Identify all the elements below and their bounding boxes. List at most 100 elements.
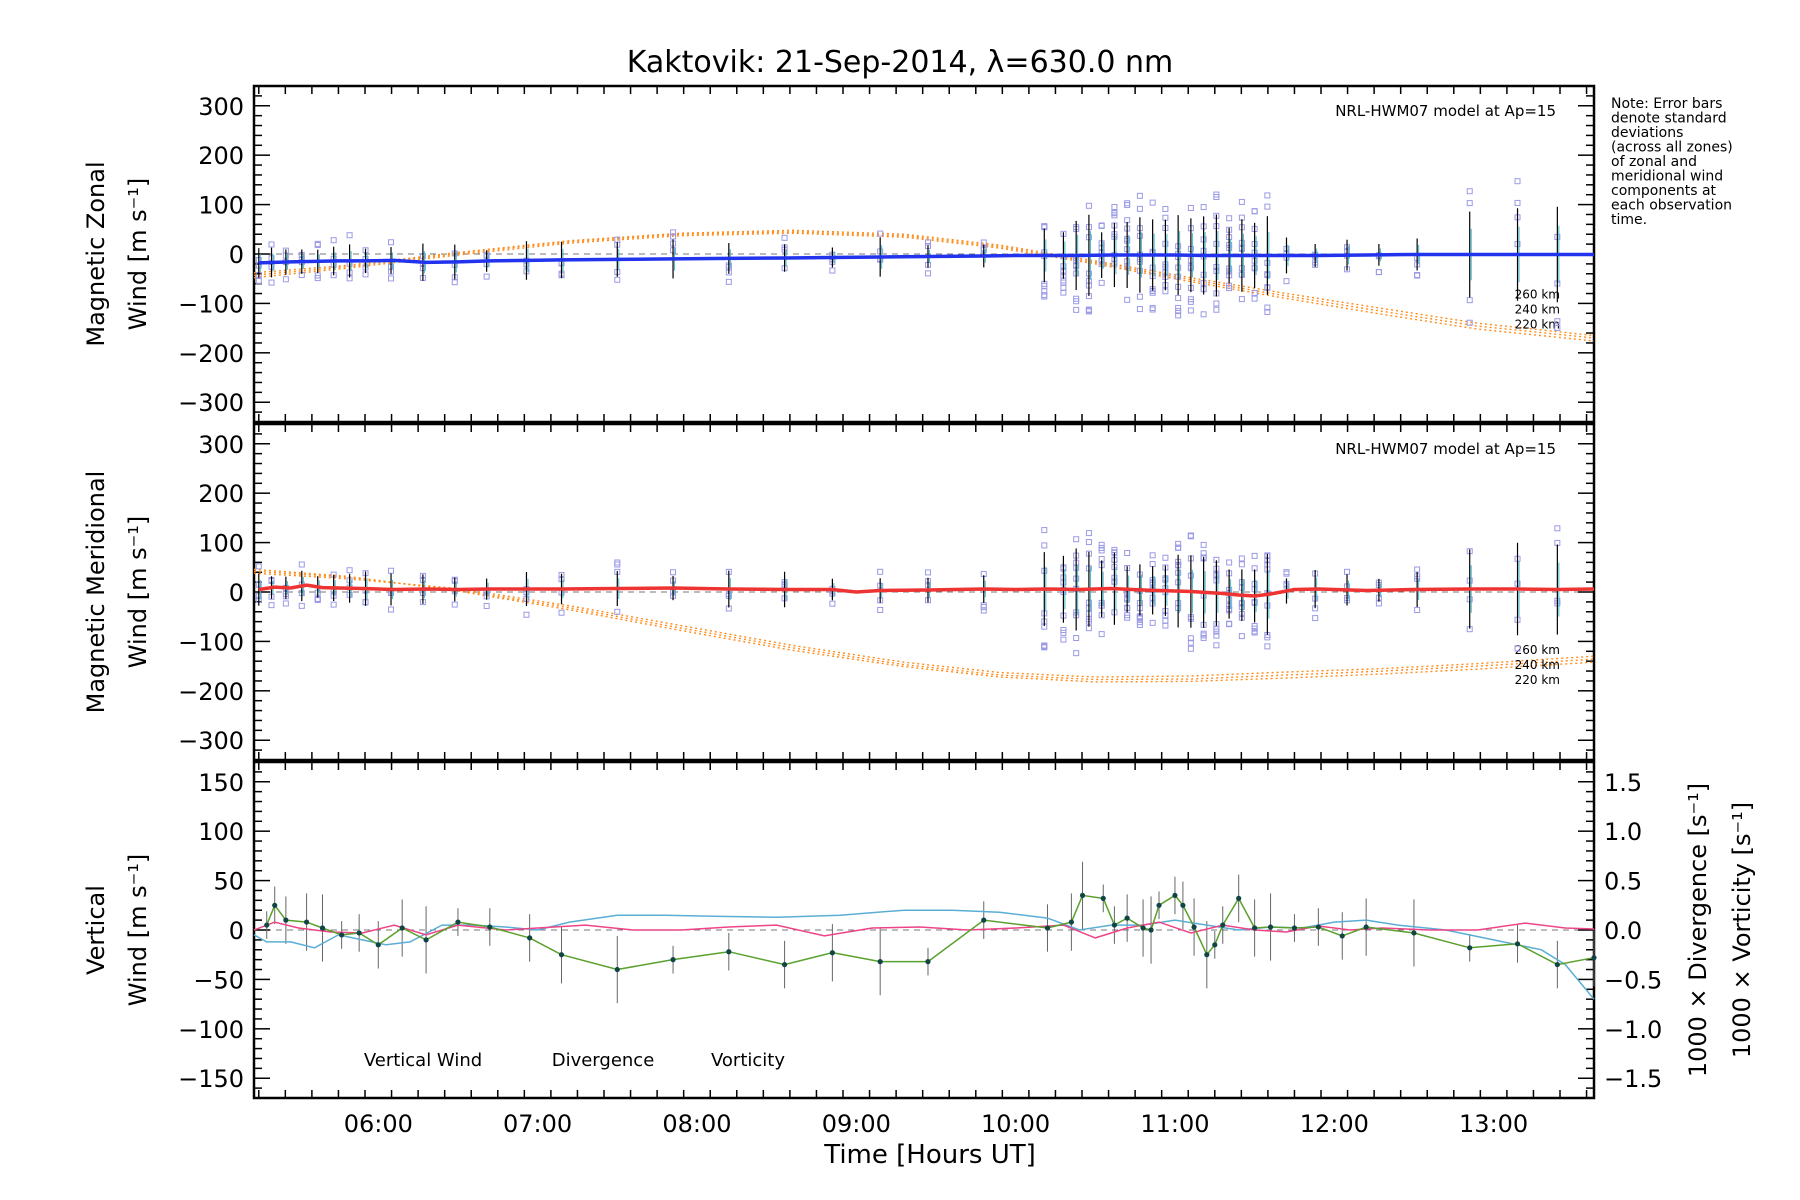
- scatter-point: [1041, 642, 1048, 649]
- model-label: NRL-HWM07 model at Ap=15: [1335, 102, 1556, 120]
- scatter-point: [1264, 308, 1271, 315]
- scatter-point: [1085, 202, 1092, 209]
- y-tick-label: −300: [178, 389, 244, 417]
- vertical-wind-point: [726, 949, 732, 955]
- y-axis-label-units: Wind [m s⁻¹]: [124, 516, 152, 668]
- scatter-point: [451, 279, 458, 286]
- scatter-point: [1098, 541, 1105, 548]
- scatter-point: [1149, 306, 1156, 313]
- scatter-point: [1344, 568, 1351, 575]
- model-height-label: 220 km: [1515, 317, 1560, 331]
- scatter-point: [1238, 296, 1245, 303]
- legend-item: Divergence: [552, 1050, 655, 1071]
- y-tick-label: −300: [178, 727, 244, 755]
- scatter-point: [1162, 554, 1169, 561]
- y2-tick-label: −1.0: [1604, 1016, 1662, 1044]
- scatter-point: [255, 278, 262, 285]
- vertical-wind-point: [1236, 895, 1242, 901]
- legend-item: Vorticity: [711, 1050, 785, 1071]
- vertical-wind-point: [558, 952, 565, 958]
- scatter-point: [1200, 541, 1207, 548]
- vertical-wind-point: [1204, 952, 1210, 958]
- y-axis-label: Vertical: [82, 885, 110, 975]
- vertical-wind-point: [614, 966, 620, 973]
- vertical-wind-point: [1514, 941, 1521, 947]
- vertical-wind-point: [1111, 922, 1118, 928]
- scatter-point: [1136, 205, 1143, 212]
- scatter-point: [346, 567, 353, 574]
- vertical-wind-point: [981, 917, 987, 923]
- scatter-point: [1264, 192, 1271, 199]
- scatter-point: [1414, 272, 1421, 279]
- scatter-point: [1264, 643, 1271, 650]
- scatter-point: [1162, 214, 1169, 221]
- scatter-point: [1226, 621, 1233, 628]
- vertical-wind-point: [423, 937, 429, 943]
- vertical-wind-point: [781, 961, 788, 968]
- scatter-point: [1187, 645, 1194, 652]
- y-tick-label: 0: [229, 241, 244, 269]
- scatter-point: [781, 234, 788, 241]
- scatter-point: [1111, 546, 1118, 553]
- scatter-point: [1554, 318, 1561, 325]
- scatter-point: [298, 602, 305, 609]
- scatter-point: [558, 609, 565, 616]
- vertical-wind-point: [1220, 922, 1226, 928]
- y-tick-label: 100: [198, 192, 244, 220]
- note-line: each observation: [1611, 198, 1732, 214]
- vertical-wind-point: [272, 902, 278, 908]
- note-line: denote standard: [1611, 111, 1727, 127]
- vertical-wind-point: [356, 930, 362, 936]
- y-tick-label: 150: [198, 769, 244, 797]
- scatter-point: [1041, 293, 1048, 300]
- y-axis-label: Magnetic Meridional: [82, 471, 110, 714]
- scatter-point: [1187, 532, 1194, 539]
- vertical-wind-point: [1156, 902, 1162, 908]
- note-line: Note: Error bars: [1611, 96, 1722, 112]
- scatter-point: [1414, 566, 1421, 573]
- vertical-wind-point: [339, 932, 345, 938]
- scatter-point: [670, 233, 677, 240]
- note-line: deviations: [1611, 125, 1683, 141]
- vertical-wind-point: [1044, 925, 1051, 931]
- scatter-point: [1251, 629, 1258, 636]
- vertical-wind-point: [829, 950, 835, 956]
- vertical-wind-point: [1339, 933, 1345, 939]
- vertical-wind-point: [1291, 925, 1298, 931]
- scatter-point: [1375, 269, 1382, 276]
- scatter-point: [1226, 559, 1233, 566]
- vorticity-line: [253, 921, 1595, 939]
- vertical-wind-point: [1252, 925, 1258, 931]
- y2-tick-label: 1.5: [1604, 769, 1642, 797]
- x-tick-label: 12:00: [1300, 1110, 1369, 1138]
- scatter-point: [1554, 525, 1561, 532]
- y2-tick-label: −1.5: [1604, 1065, 1662, 1093]
- scatter-point: [1124, 200, 1131, 207]
- scatter-point: [829, 267, 836, 274]
- y-tick-label: 50: [213, 868, 244, 896]
- vertical-wind-point: [1100, 895, 1106, 901]
- scatter-point: [1073, 635, 1080, 642]
- zonal-mean-line: [258, 252, 1594, 265]
- scatter-point: [1213, 306, 1220, 313]
- model-height-label: 240 km: [1515, 658, 1560, 672]
- model-curve: [253, 568, 1595, 683]
- scatter-point: [268, 241, 275, 248]
- y2-tick-label: 0.5: [1604, 868, 1642, 896]
- vertical-wind-point: [1068, 919, 1074, 925]
- scatter-point: [924, 569, 931, 576]
- model-height-label: 260 km: [1515, 643, 1560, 657]
- scatter-point: [1060, 636, 1067, 643]
- note-line: (across all zones): [1611, 140, 1733, 156]
- scatter-point: [1312, 615, 1319, 622]
- vertical-wind-point: [264, 922, 270, 928]
- scatter-point: [1175, 544, 1182, 551]
- scatter-point: [1098, 631, 1105, 638]
- y2-axis-label-vorticity: 1000 × Vorticity [s⁻¹]: [1728, 802, 1756, 1058]
- scatter-point: [1073, 650, 1080, 657]
- vertical-wind-point: [1411, 930, 1417, 936]
- y2-tick-label: 1.0: [1604, 818, 1642, 846]
- scatter-point: [1060, 289, 1067, 296]
- scatter-point: [1200, 311, 1207, 318]
